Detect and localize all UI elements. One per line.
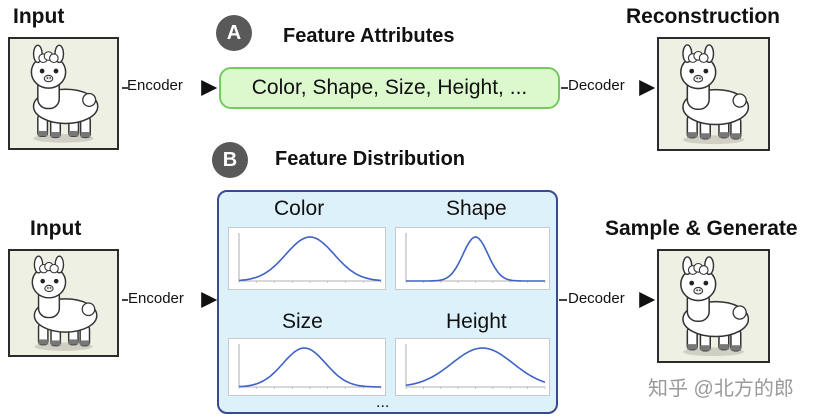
distribution-curve: [406, 236, 545, 282]
badge-a: A: [216, 15, 252, 51]
plot-title-height: Height: [446, 310, 507, 333]
section-a-title: Feature Attributes: [283, 25, 455, 47]
alpaca-icon: [31, 255, 98, 352]
alpaca-icon: [680, 256, 750, 357]
plot-title-size: Size: [282, 310, 323, 333]
alpaca-icon: [680, 44, 750, 145]
plot-axes: [405, 233, 545, 282]
plot-title-shape: Shape: [446, 197, 507, 220]
input-title-a: Input: [13, 5, 65, 28]
badge-b: B: [212, 142, 248, 178]
distribution-curve: [405, 347, 546, 387]
shape-distribution-plot: [395, 227, 550, 290]
feature-attributes-box: Color, Shape, Size, Height, ...: [219, 67, 560, 109]
alpaca-icon: [30, 44, 99, 144]
decoder-arrow-b: [559, 292, 656, 308]
generated-image: [657, 249, 770, 363]
reconstruction-image: [657, 37, 770, 151]
input-image-b: [8, 249, 119, 357]
decoder-label-a: Decoder: [568, 77, 625, 94]
distribution-curve: [238, 347, 381, 388]
encoder-arrow-a: [122, 80, 218, 96]
more-features-ellipsis: ...: [376, 394, 390, 411]
distribution-curve: [238, 236, 382, 282]
plot-axes: [238, 233, 381, 282]
encoder-label-a: Encoder: [127, 77, 183, 94]
plot-title-color: Color: [274, 197, 325, 220]
plot-axes: [405, 344, 545, 388]
encoder-arrow-b: [122, 292, 218, 308]
decoder-label-b: Decoder: [568, 290, 625, 307]
plot-axes: [238, 344, 381, 388]
input-title-b: Input: [30, 217, 82, 240]
input-image-a: [8, 37, 119, 150]
color-distribution-plot: [228, 227, 386, 290]
decoder-arrow-a: [561, 80, 656, 96]
section-b-title: Feature Distribution: [275, 148, 466, 170]
height-distribution-plot: [395, 338, 550, 396]
size-distribution-plot: [228, 338, 386, 396]
output-title-a: Reconstruction: [626, 5, 781, 28]
watermark: 知乎 @北方的郎: [648, 378, 794, 400]
encoder-label-b: Encoder: [128, 290, 184, 307]
output-title-b: Sample & Generate: [605, 217, 798, 240]
